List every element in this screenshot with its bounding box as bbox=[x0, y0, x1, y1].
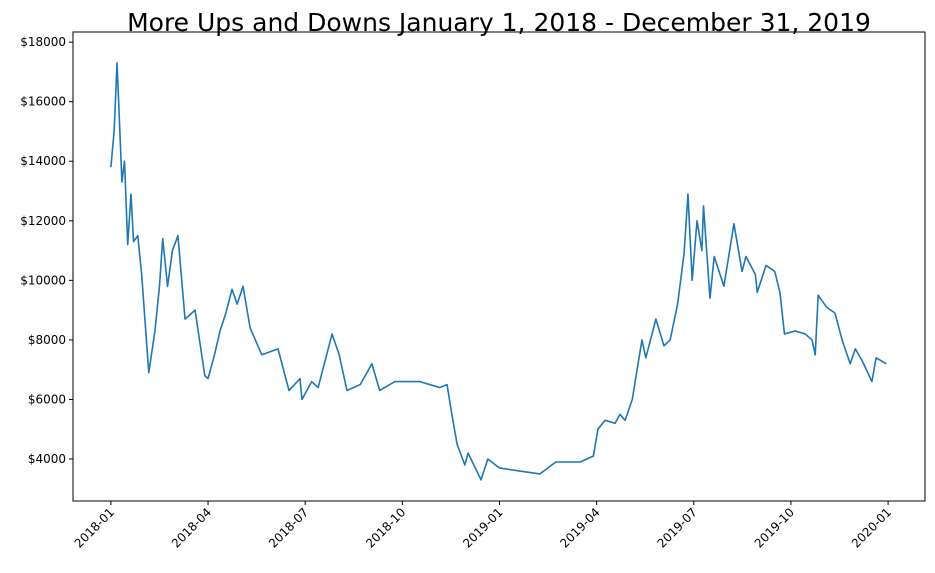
y-tick-label: $18000 bbox=[20, 35, 66, 49]
y-tick-label: $8000 bbox=[28, 333, 66, 347]
x-tick-label: 2018-07 bbox=[266, 505, 311, 550]
x-tick-label: 2019-07 bbox=[655, 505, 700, 550]
y-tick-label: $10000 bbox=[20, 273, 66, 287]
y-tick-label: $14000 bbox=[20, 154, 66, 168]
chart-title: More Ups and Downs January 1, 2018 - Dec… bbox=[127, 8, 871, 37]
x-tick-label: 2019-10 bbox=[752, 505, 797, 550]
x-tick-label: 2018-04 bbox=[169, 505, 214, 550]
y-tick-label: $6000 bbox=[28, 392, 66, 406]
x-tick-label: 2018-10 bbox=[363, 505, 408, 550]
x-tick-label: 2019-01 bbox=[460, 505, 505, 550]
plot-frame bbox=[72, 31, 926, 502]
x-tick-label: 2018-01 bbox=[72, 505, 117, 550]
x-tick-label: 2020-01 bbox=[849, 505, 894, 550]
line-series bbox=[110, 62, 887, 481]
y-tick-label: $16000 bbox=[20, 95, 66, 109]
y-tick-label: $4000 bbox=[28, 452, 66, 466]
x-tick-label: 2019-04 bbox=[557, 505, 602, 550]
y-tick-label: $12000 bbox=[20, 214, 66, 228]
